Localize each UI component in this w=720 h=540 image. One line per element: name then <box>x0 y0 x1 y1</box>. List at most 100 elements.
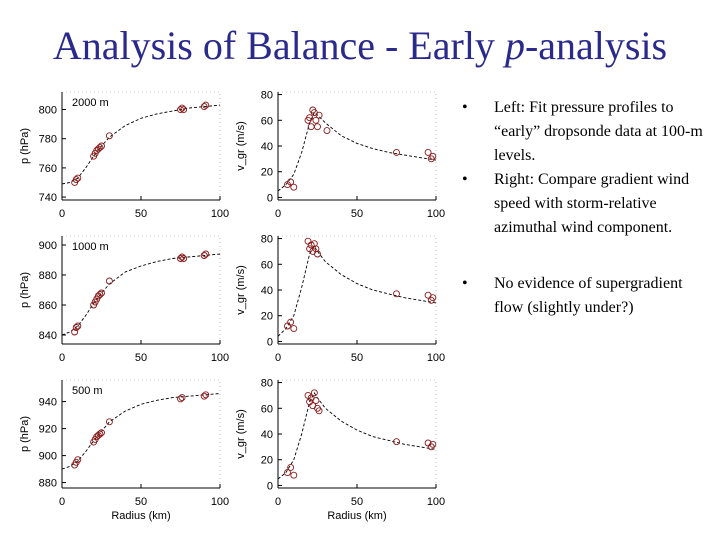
x-axis-label: Radius (km) <box>327 510 386 522</box>
fit-curve <box>61 104 221 185</box>
y-tick-label: 80 <box>261 234 273 246</box>
data-point <box>177 255 184 262</box>
bullet-text: Left: Fit pressure profiles to “early” d… <box>494 99 703 164</box>
data-point <box>180 255 188 262</box>
data-point <box>290 325 298 333</box>
data-point <box>312 397 320 405</box>
data-point <box>314 123 321 131</box>
panel-label: 1000 m <box>72 241 109 253</box>
data-point <box>429 440 437 448</box>
data-point <box>180 106 188 113</box>
data-point <box>306 114 314 122</box>
y-tick-label: 840 <box>39 330 57 342</box>
data-point <box>98 289 105 297</box>
data-point <box>310 389 318 397</box>
slide-title: Analysis of Balance - Early p-analysis <box>0 22 720 69</box>
data-point <box>290 183 298 191</box>
data-point <box>96 291 104 298</box>
data-point <box>200 252 208 259</box>
y-tick-label: 40 <box>261 285 273 297</box>
x-tick-label: 100 <box>427 208 445 220</box>
data-point <box>429 152 437 160</box>
bullet-marker: • <box>462 275 468 292</box>
x-tick-label: 0 <box>59 352 65 364</box>
y-tick-label: 60 <box>261 259 273 271</box>
x-tick-label: 0 <box>275 352 281 364</box>
x-tick-label: 100 <box>427 352 445 364</box>
data-point <box>105 277 113 285</box>
data-point <box>200 103 208 111</box>
data-point <box>315 111 323 119</box>
y-tick-label: 740 <box>39 192 57 204</box>
y-axis-label: v_gr (m/s) <box>235 121 247 171</box>
x-tick-label: 100 <box>211 496 229 508</box>
data-point <box>177 106 184 113</box>
panel-label: 500 m <box>72 385 103 397</box>
y-tick-label: 900 <box>39 240 57 252</box>
bullet-marker: • <box>462 171 468 188</box>
bullet-item: • Right: Compare gradient wind speed wit… <box>462 168 712 240</box>
y-axis-label: v_gr (m/s) <box>235 409 247 459</box>
data-point <box>284 469 291 477</box>
data-point <box>74 456 82 464</box>
bullet-text: Right: Compare gradient wind speed with … <box>494 171 690 236</box>
data-point <box>178 253 186 261</box>
y-axis-label: v_gr (m/s) <box>235 265 247 315</box>
data-point <box>312 245 320 253</box>
y-tick-label: 940 <box>39 397 57 409</box>
x-tick-label: 50 <box>135 208 147 220</box>
data-point <box>200 392 208 400</box>
x-tick-label: 0 <box>275 496 281 508</box>
data-point <box>202 101 210 109</box>
x-tick-label: 0 <box>59 208 65 220</box>
x-tick-label: 0 <box>59 496 65 508</box>
data-point <box>98 429 105 437</box>
fit-curve <box>61 253 221 336</box>
title-text-italic: p <box>504 23 525 68</box>
y-tick-label: 80 <box>261 378 273 390</box>
y-axis-label: p (hPa) <box>19 128 31 164</box>
data-point <box>323 127 331 135</box>
data-point <box>312 116 320 124</box>
bullet-item: • No evidence of supergradient flow (sli… <box>462 272 712 320</box>
data-point <box>96 144 104 151</box>
y-tick-label: 860 <box>39 300 57 312</box>
x-tick-label: 50 <box>135 352 147 364</box>
data-point <box>393 438 400 446</box>
y-axis-label: p (hPa) <box>19 416 31 452</box>
x-tick-label: 0 <box>275 208 281 220</box>
bullet-item: • Left: Fit pressure profiles to “early”… <box>462 96 712 168</box>
x-tick-label: 50 <box>135 496 147 508</box>
y-axis-label: p (hPa) <box>19 272 31 308</box>
data-point <box>71 328 79 336</box>
y-tick-label: 880 <box>39 270 57 282</box>
y-tick-label: 800 <box>39 105 57 117</box>
data-point <box>304 237 312 245</box>
data-point <box>284 322 291 330</box>
data-point <box>424 148 432 156</box>
y-tick-label: 20 <box>261 311 273 323</box>
data-point <box>72 324 80 331</box>
y-tick-label: 0 <box>267 480 273 492</box>
data-point <box>310 240 318 248</box>
y-tick-label: 40 <box>261 141 273 153</box>
title-text-prefix: Analysis of Balance - Early <box>52 23 505 68</box>
bullet-text: No evidence of supergradient flow (sligh… <box>494 275 683 316</box>
data-point <box>393 148 400 156</box>
data-point <box>178 104 186 112</box>
y-tick-label: 60 <box>261 115 273 127</box>
y-tick-label: 880 <box>39 478 57 490</box>
data-point <box>74 322 82 330</box>
data-point <box>96 430 104 438</box>
x-tick-label: 50 <box>351 352 363 364</box>
data-point <box>72 176 80 184</box>
bullet-list: • Left: Fit pressure profiles to “early”… <box>462 96 712 320</box>
data-point <box>202 391 210 399</box>
y-tick-label: 920 <box>39 424 57 436</box>
title-text-suffix: -analysis <box>524 23 668 68</box>
x-tick-label: 100 <box>211 352 229 364</box>
data-point <box>178 394 186 401</box>
data-point <box>287 318 295 326</box>
y-tick-label: 20 <box>261 167 273 179</box>
data-point <box>393 290 400 298</box>
